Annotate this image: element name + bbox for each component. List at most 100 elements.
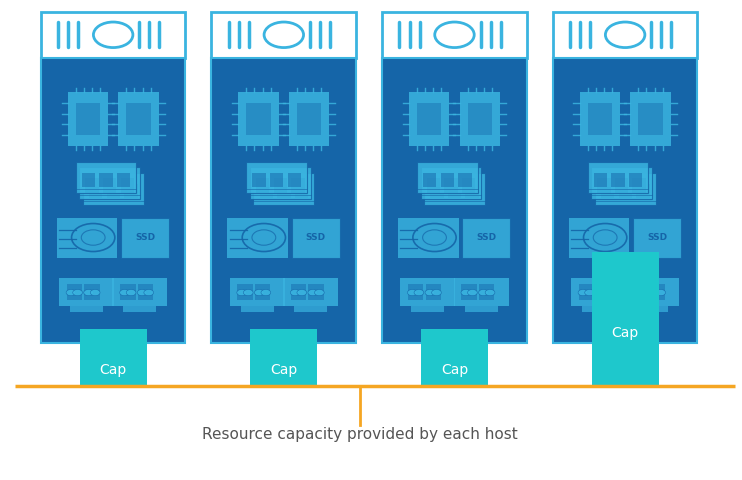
FancyBboxPatch shape [89, 184, 102, 198]
FancyBboxPatch shape [417, 103, 441, 135]
FancyBboxPatch shape [309, 284, 324, 300]
Circle shape [596, 289, 605, 296]
Circle shape [261, 289, 271, 296]
Circle shape [243, 289, 253, 296]
FancyBboxPatch shape [579, 284, 594, 300]
Circle shape [414, 289, 424, 296]
FancyBboxPatch shape [289, 92, 329, 146]
FancyBboxPatch shape [246, 162, 307, 193]
FancyBboxPatch shape [227, 217, 288, 257]
FancyBboxPatch shape [287, 173, 301, 187]
Circle shape [137, 289, 147, 296]
FancyBboxPatch shape [400, 277, 455, 306]
FancyBboxPatch shape [229, 277, 284, 306]
Circle shape [290, 289, 300, 296]
FancyBboxPatch shape [116, 173, 131, 187]
FancyBboxPatch shape [467, 103, 492, 135]
Text: SSD: SSD [476, 233, 496, 242]
Circle shape [297, 289, 306, 296]
FancyBboxPatch shape [448, 184, 462, 198]
FancyBboxPatch shape [107, 184, 120, 198]
FancyBboxPatch shape [113, 277, 168, 306]
FancyBboxPatch shape [124, 184, 137, 198]
FancyBboxPatch shape [256, 179, 269, 192]
FancyBboxPatch shape [582, 306, 615, 312]
FancyBboxPatch shape [462, 179, 475, 192]
FancyBboxPatch shape [41, 12, 186, 58]
FancyBboxPatch shape [255, 284, 270, 300]
FancyBboxPatch shape [421, 329, 487, 386]
FancyBboxPatch shape [291, 284, 306, 300]
FancyBboxPatch shape [250, 168, 311, 199]
FancyBboxPatch shape [588, 162, 649, 193]
FancyBboxPatch shape [67, 284, 82, 300]
FancyBboxPatch shape [591, 168, 652, 199]
Circle shape [603, 289, 612, 296]
FancyBboxPatch shape [211, 12, 356, 58]
FancyBboxPatch shape [596, 284, 611, 300]
FancyBboxPatch shape [76, 103, 100, 135]
Circle shape [425, 289, 435, 296]
FancyBboxPatch shape [382, 12, 527, 58]
Circle shape [255, 289, 264, 296]
Circle shape [432, 289, 441, 296]
FancyBboxPatch shape [56, 217, 117, 257]
FancyBboxPatch shape [462, 284, 477, 300]
FancyBboxPatch shape [291, 179, 304, 192]
FancyBboxPatch shape [83, 173, 144, 204]
Text: SSD: SSD [647, 233, 667, 242]
FancyBboxPatch shape [297, 103, 321, 135]
FancyBboxPatch shape [479, 284, 494, 300]
FancyBboxPatch shape [424, 173, 485, 204]
FancyBboxPatch shape [82, 173, 95, 187]
FancyBboxPatch shape [635, 306, 669, 312]
FancyBboxPatch shape [238, 92, 279, 146]
FancyBboxPatch shape [120, 284, 136, 300]
FancyBboxPatch shape [650, 284, 665, 300]
FancyBboxPatch shape [237, 284, 252, 300]
Circle shape [578, 289, 588, 296]
FancyBboxPatch shape [283, 277, 338, 306]
FancyBboxPatch shape [430, 184, 444, 198]
Circle shape [638, 289, 648, 296]
FancyBboxPatch shape [619, 184, 632, 198]
FancyBboxPatch shape [625, 277, 680, 306]
FancyBboxPatch shape [138, 284, 153, 300]
FancyBboxPatch shape [120, 179, 134, 192]
FancyBboxPatch shape [103, 179, 116, 192]
FancyBboxPatch shape [444, 179, 458, 192]
FancyBboxPatch shape [123, 306, 157, 312]
Text: Cap: Cap [270, 362, 298, 377]
FancyBboxPatch shape [409, 92, 450, 146]
FancyBboxPatch shape [70, 306, 103, 312]
Circle shape [144, 289, 154, 296]
FancyBboxPatch shape [76, 162, 137, 193]
Circle shape [649, 289, 659, 296]
Circle shape [84, 289, 93, 296]
FancyBboxPatch shape [382, 58, 527, 343]
FancyBboxPatch shape [458, 173, 472, 187]
Circle shape [585, 289, 594, 296]
FancyBboxPatch shape [427, 179, 440, 192]
FancyBboxPatch shape [462, 217, 510, 257]
FancyBboxPatch shape [459, 92, 500, 146]
Text: Cap: Cap [611, 325, 639, 340]
Circle shape [237, 289, 246, 296]
Circle shape [631, 289, 641, 296]
FancyBboxPatch shape [295, 184, 308, 198]
Circle shape [407, 289, 417, 296]
FancyBboxPatch shape [292, 217, 340, 257]
FancyBboxPatch shape [274, 179, 287, 192]
FancyBboxPatch shape [594, 173, 607, 187]
Circle shape [119, 289, 129, 296]
Text: Cap: Cap [99, 362, 127, 377]
Circle shape [308, 289, 318, 296]
Text: SSD: SSD [306, 233, 326, 242]
FancyBboxPatch shape [126, 103, 151, 135]
Circle shape [126, 289, 136, 296]
FancyBboxPatch shape [425, 284, 441, 300]
FancyBboxPatch shape [68, 92, 108, 146]
FancyBboxPatch shape [260, 184, 273, 198]
FancyBboxPatch shape [270, 173, 283, 187]
FancyBboxPatch shape [252, 173, 266, 187]
